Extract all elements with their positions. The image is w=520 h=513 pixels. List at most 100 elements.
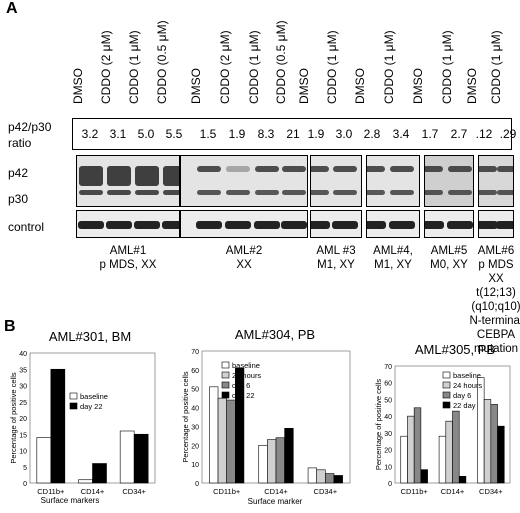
- legend-swatch: [221, 361, 230, 369]
- legend-label: 24 hours: [453, 381, 482, 390]
- blot-caption-aml3: AML #3 M1, XY: [296, 244, 376, 272]
- bar: [267, 439, 277, 484]
- legend-label: 22 day: [453, 401, 476, 410]
- bar: [275, 437, 285, 484]
- bar: [258, 444, 268, 484]
- y-tick-label: 30: [19, 384, 27, 391]
- control-band: [425, 221, 444, 229]
- caption-line: M1, XY: [374, 259, 412, 271]
- p42-band: [425, 166, 443, 172]
- column-header: CDDO (0.5 μM): [274, 20, 288, 104]
- column-header: DMSO: [71, 68, 85, 104]
- control-band: [479, 221, 498, 229]
- bar: [36, 437, 52, 484]
- column-header: CDDO (2 μM): [218, 30, 232, 104]
- panel-a-label: A: [6, 0, 18, 17]
- ratio-value: 3.4: [392, 127, 410, 141]
- blot-aml5: [424, 155, 474, 207]
- caption-line: N-terminal: [469, 315, 520, 327]
- bar: [438, 435, 447, 484]
- y-tick-label: 0: [195, 481, 199, 488]
- column-header: CDDO (1 μM): [247, 30, 261, 104]
- control-band: [196, 221, 222, 229]
- column-header: CDDO (1 μM): [440, 30, 454, 104]
- bar: [413, 407, 422, 484]
- caption-line: AML#5: [430, 245, 468, 257]
- control-blot-aml5: [424, 210, 474, 238]
- p42-band: [311, 166, 329, 172]
- y-tick-label: 10: [384, 464, 392, 471]
- y-tick-label: 5: [23, 465, 27, 472]
- column-header: CDDO (1 μM): [325, 30, 339, 104]
- ratio-value: 2.7: [450, 127, 468, 141]
- control-band: [389, 221, 415, 229]
- bar: [333, 475, 343, 484]
- chart-title: AML#301, BM: [49, 329, 131, 344]
- bar: [452, 410, 460, 484]
- caption-line: M1, XY: [317, 259, 355, 271]
- caption-line: CEBPA: [476, 329, 516, 341]
- x-tick-label: CD11b+: [401, 487, 429, 496]
- y-tick-label: 0: [23, 481, 27, 488]
- column-header: DMSO: [411, 68, 425, 104]
- x-tick-label: CD11b+: [213, 487, 241, 496]
- legend-swatch: [442, 401, 451, 409]
- x-tick-label: CD14+: [441, 487, 465, 496]
- y-tick-label: 0: [388, 481, 392, 488]
- legend-swatch: [442, 371, 451, 379]
- x-tick-label: CD11b+: [37, 487, 65, 496]
- column-header: CDDO (2 μM): [99, 30, 113, 104]
- column-header-cell: DMSO: [353, 6, 378, 104]
- p30-band: [163, 190, 179, 195]
- bar: [445, 420, 453, 484]
- bar: [78, 479, 93, 484]
- ratio-value: 1.5: [199, 127, 217, 141]
- p42-band: [226, 166, 250, 172]
- ratio-label-line2: ratio: [8, 136, 32, 150]
- bar: [316, 469, 326, 484]
- caption-line: mutation: [473, 343, 519, 355]
- p42-band: [135, 166, 159, 186]
- control-blot-aml1: [76, 210, 180, 238]
- p30-band: [333, 190, 357, 195]
- y-tick-label: 15: [19, 432, 27, 439]
- bar: [284, 428, 294, 484]
- ratio-value: 3.0: [335, 127, 353, 141]
- blot-aml2: [180, 155, 308, 207]
- blot-caption-aml4: AML#4, M1, XY: [353, 244, 433, 272]
- p42-band: [390, 166, 414, 172]
- column-header-cell: CDDO (2 μM): [99, 6, 124, 104]
- caption-line: XX: [488, 273, 504, 285]
- legend-swatch: [221, 381, 230, 389]
- chart-title: AML#304, PB: [235, 327, 315, 342]
- y-tick-label: 60: [384, 381, 392, 388]
- ratio-value: .12: [475, 127, 493, 141]
- blot-aml4: [366, 155, 420, 207]
- column-header-cell: CDDO (1 μM): [382, 6, 407, 104]
- y-axis-label: Percentage of positive cells: [9, 372, 18, 464]
- bar: [50, 368, 66, 484]
- p30-band: [282, 190, 306, 195]
- y-tick-label: 20: [384, 448, 392, 455]
- y-axis-label: Percentage of positive cells: [374, 379, 383, 471]
- ratio-value: 1.7: [421, 127, 439, 141]
- p30-band: [425, 190, 443, 195]
- bar: [226, 399, 236, 484]
- bar: [483, 399, 492, 484]
- legend-label: day 6: [453, 391, 471, 400]
- legend-label: day 22: [232, 391, 255, 400]
- p42-band: [79, 166, 103, 186]
- ratio-value: 8.3: [257, 127, 275, 141]
- p42-band: [479, 166, 497, 172]
- p30-band: [135, 190, 159, 195]
- blot-aml6: [478, 155, 514, 207]
- caption-line: AML#2: [225, 245, 263, 257]
- legend-label: baseline: [80, 392, 108, 401]
- ratio-value: 21: [286, 127, 300, 141]
- y-axis-label: Percentage of positive cells: [181, 371, 190, 463]
- column-header-cell: CDDO (2 μM): [218, 6, 243, 104]
- control-band: [225, 221, 251, 229]
- bar: [209, 386, 219, 484]
- x-tick-label: CD34+: [479, 487, 503, 496]
- bar: [458, 476, 467, 484]
